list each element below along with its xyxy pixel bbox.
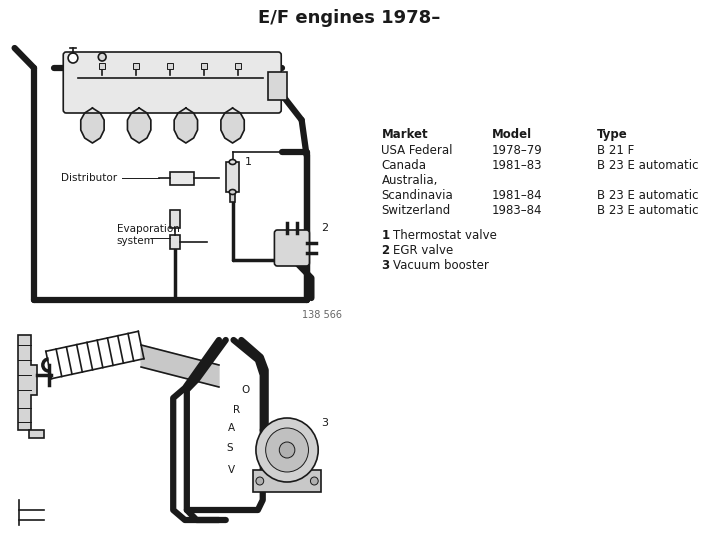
Bar xyxy=(99,63,105,69)
Text: A: A xyxy=(228,423,235,433)
Text: E/F engines 1978–: E/F engines 1978– xyxy=(258,9,441,27)
Text: Australia,: Australia, xyxy=(382,174,438,187)
Bar xyxy=(133,63,139,69)
Bar xyxy=(29,430,44,438)
Text: B 21 F: B 21 F xyxy=(597,144,633,157)
FancyBboxPatch shape xyxy=(275,230,309,266)
Bar xyxy=(226,162,239,192)
Text: 1978–79: 1978–79 xyxy=(491,144,542,157)
Text: Canada: Canada xyxy=(382,159,426,172)
Bar xyxy=(229,192,236,202)
Text: B 23 E automatic: B 23 E automatic xyxy=(597,204,698,217)
Text: Switzerland: Switzerland xyxy=(382,204,451,217)
Text: 1983–84: 1983–84 xyxy=(491,204,542,217)
Text: 1: 1 xyxy=(382,229,390,242)
Circle shape xyxy=(279,442,295,458)
Text: Model: Model xyxy=(491,128,531,141)
Circle shape xyxy=(265,428,308,472)
FancyBboxPatch shape xyxy=(63,52,281,113)
Text: 1981–83: 1981–83 xyxy=(491,159,542,172)
Polygon shape xyxy=(221,108,244,143)
Bar xyxy=(267,72,287,100)
Text: S: S xyxy=(226,443,233,453)
Text: Vacuum booster: Vacuum booster xyxy=(393,259,489,272)
Bar xyxy=(170,235,180,249)
Circle shape xyxy=(256,477,264,485)
Text: 3: 3 xyxy=(321,418,328,428)
Text: B 23 E automatic: B 23 E automatic xyxy=(597,189,698,202)
Text: Scandinavia: Scandinavia xyxy=(382,189,453,202)
Text: 2: 2 xyxy=(382,244,390,257)
Circle shape xyxy=(99,53,106,61)
Text: R: R xyxy=(233,405,240,415)
Bar xyxy=(201,63,207,69)
Circle shape xyxy=(311,477,319,485)
Polygon shape xyxy=(141,345,219,387)
Text: 3: 3 xyxy=(382,259,390,272)
Text: O: O xyxy=(241,385,249,395)
Text: 138 566: 138 566 xyxy=(302,310,342,320)
Bar xyxy=(236,63,242,69)
Polygon shape xyxy=(17,335,37,430)
Text: 2: 2 xyxy=(321,223,329,233)
Text: Type: Type xyxy=(597,128,627,141)
Ellipse shape xyxy=(229,159,236,164)
Text: B 23 E automatic: B 23 E automatic xyxy=(597,159,698,172)
Circle shape xyxy=(256,418,319,482)
Text: Evaporation
system: Evaporation system xyxy=(116,224,180,246)
Circle shape xyxy=(68,53,78,63)
Ellipse shape xyxy=(229,189,236,195)
Text: Market: Market xyxy=(382,128,428,141)
Text: V: V xyxy=(228,465,235,475)
Text: USA Federal: USA Federal xyxy=(382,144,453,157)
Bar xyxy=(168,63,173,69)
Text: 1981–84: 1981–84 xyxy=(491,189,542,202)
Polygon shape xyxy=(174,108,198,143)
Bar xyxy=(170,172,193,185)
Text: Distributor: Distributor xyxy=(60,173,116,183)
Bar xyxy=(170,210,180,228)
Text: Thermostat valve: Thermostat valve xyxy=(393,229,497,242)
Polygon shape xyxy=(81,108,104,143)
Bar xyxy=(253,470,321,492)
Text: EGR valve: EGR valve xyxy=(393,244,454,257)
Polygon shape xyxy=(127,108,151,143)
Text: 1: 1 xyxy=(245,157,252,167)
